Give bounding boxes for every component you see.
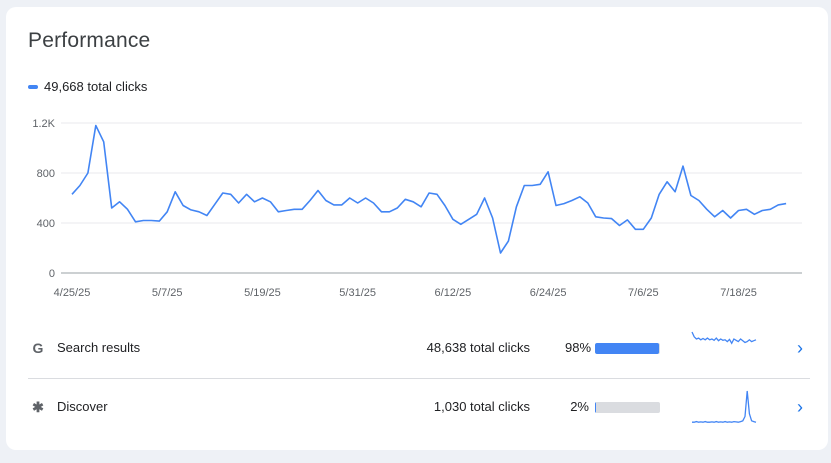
chevron-right-icon[interactable]: › bbox=[797, 338, 803, 358]
y-tick-label: 1.2K bbox=[32, 118, 55, 130]
x-tick-label: 5/19/25 bbox=[244, 287, 281, 299]
discover-asterisk-icon: ✱ bbox=[32, 399, 44, 415]
series-line bbox=[71, 124, 787, 254]
page-title: Performance bbox=[28, 29, 151, 52]
legend-label: 49,668 total clicks bbox=[44, 79, 148, 94]
x-tick-label: 5/7/25 bbox=[152, 287, 183, 299]
chevron-right-icon[interactable]: › bbox=[797, 397, 803, 417]
y-tick-label: 400 bbox=[37, 218, 55, 230]
performance-card: Performance 49,668 total clicks 0 400 800 1… bbox=[6, 7, 828, 450]
google-g-icon: G bbox=[32, 340, 44, 356]
y-tick-label: 0 bbox=[49, 268, 55, 280]
row-clicks: 1,030 total clicks bbox=[433, 399, 530, 414]
x-tick-label: 4/25/25 bbox=[54, 287, 91, 299]
legend-swatch bbox=[28, 84, 38, 89]
discover-row[interactable]: ✱ Discover 1,030 total clicks 2% › bbox=[28, 379, 810, 437]
chart-legend[interactable]: 49,668 total clicks bbox=[28, 79, 147, 94]
sparkline bbox=[691, 331, 757, 345]
sparkline bbox=[692, 390, 757, 423]
x-tick-label: 7/6/25 bbox=[628, 287, 659, 299]
row-clicks: 48,638 total clicks bbox=[426, 340, 530, 355]
share-bar bbox=[595, 402, 660, 413]
x-tick-label: 6/24/25 bbox=[530, 287, 567, 299]
sparkline-line bbox=[691, 331, 757, 345]
row-label: Discover bbox=[57, 399, 108, 414]
row-label: Search results bbox=[57, 340, 141, 355]
y-tick-label: 800 bbox=[37, 168, 55, 180]
sparkline-line bbox=[692, 390, 757, 423]
x-tick-label: 6/12/25 bbox=[435, 287, 472, 299]
x-tick-label: 7/18/25 bbox=[720, 287, 757, 299]
search-results-row[interactable]: G Search results 48,638 total clicks 98%… bbox=[28, 320, 810, 379]
clicks-line-chart[interactable]: 0 400 800 1.2K 4/25/25 5/7/25 5/19/25 5/31/25 6/… bbox=[6, 7, 828, 307]
share-bar bbox=[595, 343, 660, 354]
x-tick-label: 5/31/25 bbox=[339, 287, 376, 299]
share-bar-fill bbox=[595, 402, 597, 413]
share-bar-fill bbox=[595, 343, 659, 354]
row-percent: 2% bbox=[570, 399, 589, 414]
row-percent: 98% bbox=[565, 340, 592, 355]
